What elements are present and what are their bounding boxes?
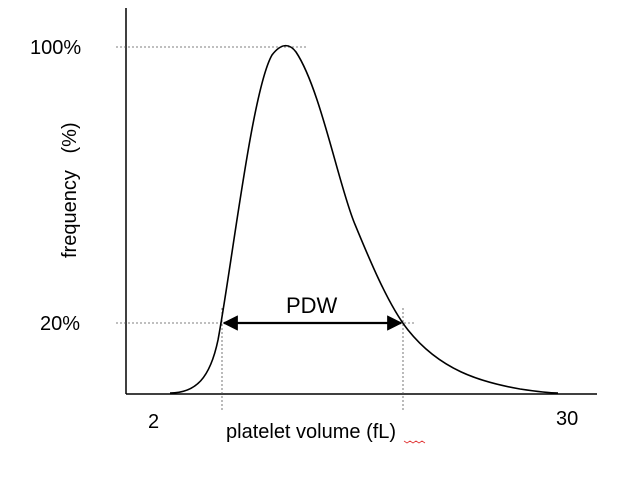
tick-label-100: 100% — [30, 37, 81, 59]
spellcheck-underline — [403, 440, 426, 444]
pdw-label: PDW — [286, 293, 338, 318]
x-max-label: 30 — [556, 408, 578, 430]
x-min-label: 2 — [148, 411, 159, 433]
y-axis-label: frequency (%) — [59, 122, 81, 258]
distribution-curve — [169, 44, 559, 394]
tick-label-20: 20% — [40, 313, 80, 335]
x-axis-label: platelet volume (fL) — [226, 421, 396, 443]
